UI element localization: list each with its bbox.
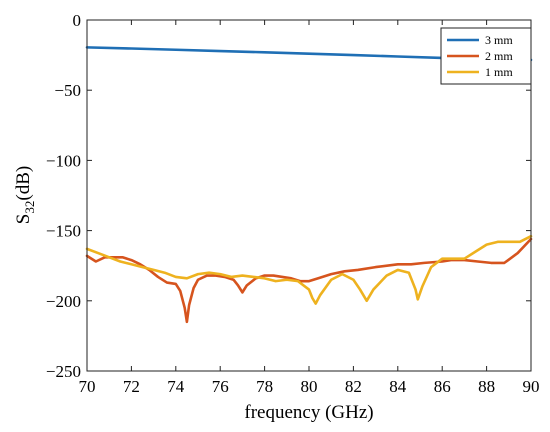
x-tick-label: 78 [256, 377, 273, 396]
series-line-2-mm [85, 237, 533, 324]
y-axis-label-subscript: 32 [22, 201, 37, 214]
x-axis-label: frequency (GHz) [244, 402, 373, 423]
y-tick-label: 0 [73, 11, 82, 30]
y-axis-label: S32(dB) [13, 166, 37, 224]
x-tick-label: 82 [345, 377, 362, 396]
x-tick-label: 80 [301, 377, 318, 396]
y-tick-label: −200 [46, 292, 81, 311]
tick-labels: 70 72 74 76 78 80 82 84 86 88 90 0 −50 −100 −150 −200 −2… [46, 11, 540, 396]
x-tick-label: 74 [167, 377, 185, 396]
legend-label-3-mm: 3 mm [485, 33, 513, 47]
y-axis-label-unit: (dB) [13, 166, 34, 201]
series-line-1-mm [85, 234, 533, 305]
x-tick-label: 70 [79, 377, 96, 396]
legend: 3 mm 2 mm 1 mm [440, 27, 532, 85]
y-axis-label-main: S [13, 214, 34, 225]
x-tick-label: 88 [478, 377, 495, 396]
x-tick-label: 72 [123, 377, 140, 396]
axes-frame [86, 19, 532, 372]
y-tick-label: −100 [46, 151, 81, 170]
x-tick-label: 90 [523, 377, 540, 396]
y-tick-label: −250 [46, 362, 81, 381]
legend-label-2-mm: 2 mm [485, 49, 513, 63]
legend-label-1-mm: 1 mm [485, 65, 513, 79]
x-tick-label: 84 [389, 377, 407, 396]
x-tick-label: 76 [212, 377, 229, 396]
y-tick-label: −150 [46, 222, 81, 241]
x-tick-label: 86 [434, 377, 451, 396]
y-tick-label: −50 [54, 81, 81, 100]
